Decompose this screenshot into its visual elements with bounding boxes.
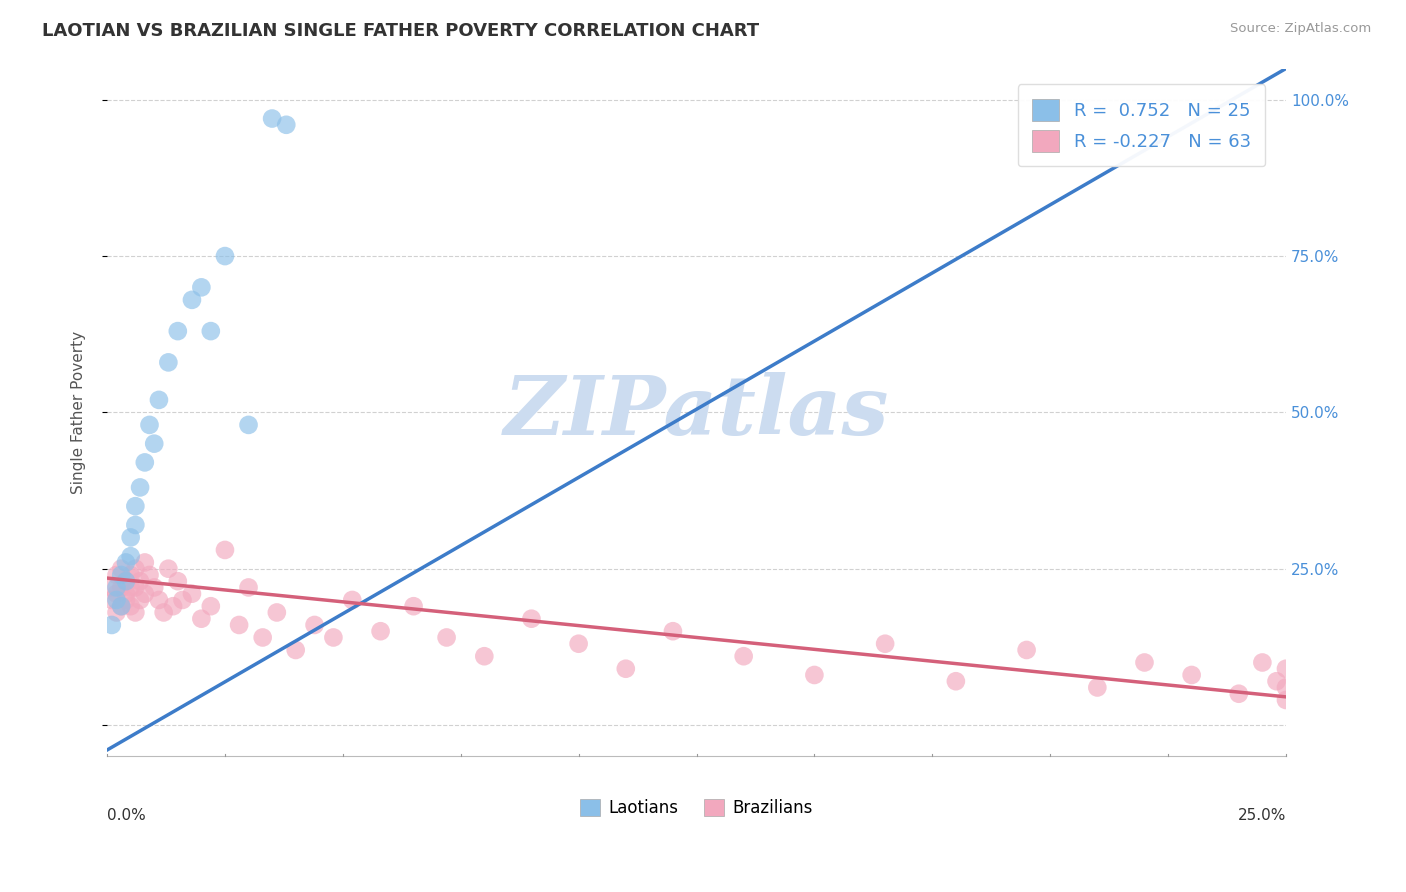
Point — [148, 593, 170, 607]
Point — [875, 637, 897, 651]
Point — [148, 392, 170, 407]
Point — [181, 587, 204, 601]
Point — [101, 593, 124, 607]
Point — [1275, 693, 1298, 707]
Point — [190, 612, 212, 626]
Point — [1275, 662, 1298, 676]
Point — [733, 649, 755, 664]
Text: 0.0%: 0.0% — [107, 808, 146, 822]
Text: ZIPatlas: ZIPatlas — [503, 372, 889, 452]
Point — [105, 606, 128, 620]
Point — [105, 568, 128, 582]
Point — [115, 593, 138, 607]
Point — [134, 587, 156, 601]
Point — [228, 618, 250, 632]
Point — [342, 593, 364, 607]
Point — [162, 599, 184, 614]
Point — [120, 581, 142, 595]
Point — [322, 631, 344, 645]
Point — [1275, 681, 1298, 695]
Point — [110, 562, 132, 576]
Point — [181, 293, 204, 307]
Point — [370, 624, 392, 639]
Point — [1181, 668, 1204, 682]
Point — [124, 606, 146, 620]
Point — [166, 574, 188, 589]
Point — [1085, 681, 1108, 695]
Point — [214, 249, 236, 263]
Point — [138, 417, 160, 432]
Point — [304, 618, 326, 632]
Point — [152, 606, 174, 620]
Point — [110, 568, 132, 582]
Point — [1133, 656, 1156, 670]
Point — [1251, 656, 1274, 670]
Point — [120, 549, 142, 564]
Point — [129, 480, 152, 494]
Point — [143, 436, 166, 450]
Text: LAOTIAN VS BRAZILIAN SINGLE FATHER POVERTY CORRELATION CHART: LAOTIAN VS BRAZILIAN SINGLE FATHER POVER… — [42, 22, 759, 40]
Point — [1265, 674, 1288, 689]
Point — [436, 631, 458, 645]
Point — [105, 593, 128, 607]
Point — [1227, 687, 1250, 701]
Point — [172, 593, 194, 607]
Text: 25.0%: 25.0% — [1237, 808, 1286, 822]
Point — [134, 455, 156, 469]
Point — [120, 568, 142, 582]
Point — [110, 599, 132, 614]
Point — [115, 587, 138, 601]
Point — [124, 499, 146, 513]
Point — [143, 581, 166, 595]
Point — [266, 606, 288, 620]
Point — [115, 556, 138, 570]
Point — [276, 118, 298, 132]
Point — [115, 574, 138, 589]
Point — [662, 624, 685, 639]
Point — [1015, 643, 1038, 657]
Point — [945, 674, 967, 689]
Y-axis label: Single Father Poverty: Single Father Poverty — [72, 331, 86, 494]
Legend: Laotians, Brazilians: Laotians, Brazilians — [574, 792, 820, 823]
Point — [101, 581, 124, 595]
Point — [110, 599, 132, 614]
Point — [284, 643, 307, 657]
Point — [157, 562, 180, 576]
Point — [124, 517, 146, 532]
Point — [134, 556, 156, 570]
Point — [157, 355, 180, 369]
Point — [120, 599, 142, 614]
Point — [520, 612, 543, 626]
Point — [110, 581, 132, 595]
Point — [262, 112, 284, 126]
Point — [472, 649, 495, 664]
Text: Source: ZipAtlas.com: Source: ZipAtlas.com — [1230, 22, 1371, 36]
Point — [803, 668, 825, 682]
Point — [190, 280, 212, 294]
Point — [200, 599, 222, 614]
Point — [124, 581, 146, 595]
Point — [252, 631, 274, 645]
Point — [129, 593, 152, 607]
Point — [238, 581, 260, 595]
Point — [129, 574, 152, 589]
Point — [101, 618, 124, 632]
Point — [200, 324, 222, 338]
Point — [238, 417, 260, 432]
Point — [124, 562, 146, 576]
Point — [138, 568, 160, 582]
Point — [214, 543, 236, 558]
Point — [115, 574, 138, 589]
Point — [402, 599, 425, 614]
Point — [166, 324, 188, 338]
Point — [614, 662, 637, 676]
Point — [120, 531, 142, 545]
Point — [105, 581, 128, 595]
Point — [568, 637, 591, 651]
Point — [105, 587, 128, 601]
